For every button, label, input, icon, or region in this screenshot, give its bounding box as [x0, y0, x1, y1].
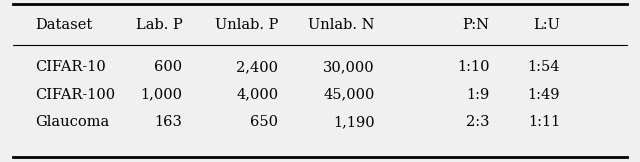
Text: 1,190: 1,190 [333, 115, 374, 129]
Text: 1:49: 1:49 [527, 88, 560, 102]
Text: 650: 650 [250, 115, 278, 129]
Text: Lab. P: Lab. P [136, 18, 182, 32]
Text: 163: 163 [154, 115, 182, 129]
Text: 1,000: 1,000 [140, 88, 182, 102]
Text: CIFAR-100: CIFAR-100 [35, 88, 115, 102]
Text: 600: 600 [154, 60, 182, 74]
Text: 1:9: 1:9 [467, 88, 490, 102]
Text: CIFAR-10: CIFAR-10 [35, 60, 106, 74]
Text: L:U: L:U [533, 18, 560, 32]
Text: P:N: P:N [463, 18, 490, 32]
Text: 2:3: 2:3 [466, 115, 490, 129]
Text: 1:54: 1:54 [527, 60, 560, 74]
Text: 30,000: 30,000 [323, 60, 374, 74]
Text: Unlab. P: Unlab. P [215, 18, 278, 32]
Text: 1:10: 1:10 [457, 60, 490, 74]
Text: 4,000: 4,000 [236, 88, 278, 102]
Text: 1:11: 1:11 [528, 115, 560, 129]
Text: 2,400: 2,400 [236, 60, 278, 74]
Text: 45,000: 45,000 [323, 88, 374, 102]
Text: Dataset: Dataset [35, 18, 92, 32]
Text: Glaucoma: Glaucoma [35, 115, 109, 129]
Text: Unlab. N: Unlab. N [308, 18, 374, 32]
